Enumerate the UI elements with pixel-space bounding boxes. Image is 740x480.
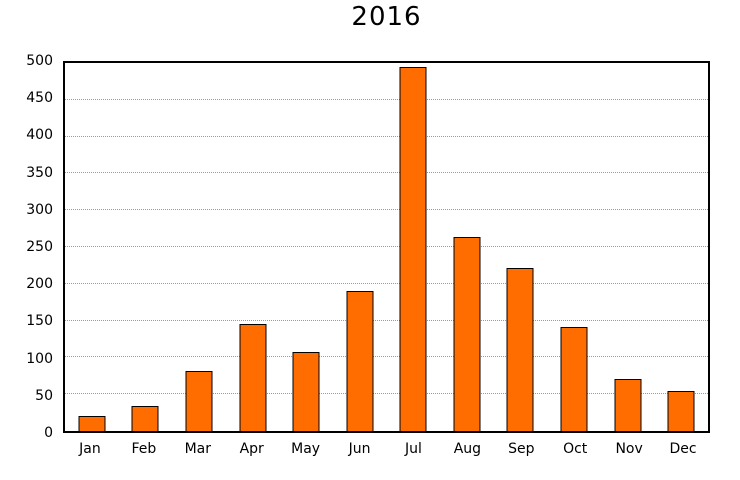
y-tick-label-350: 350 bbox=[26, 164, 53, 181]
y-tick-label-250: 250 bbox=[26, 239, 53, 255]
bar-jul bbox=[399, 66, 427, 431]
x-tick-label-aug: Aug bbox=[453, 441, 482, 457]
x-tick-label-apr: Apr bbox=[239, 441, 264, 457]
x-tick-label-may: May bbox=[291, 441, 321, 457]
bar-feb bbox=[131, 405, 159, 431]
plot-area bbox=[63, 61, 710, 433]
x-tick-label-dec: Dec bbox=[669, 441, 697, 457]
x-tick-label-feb: Feb bbox=[131, 441, 157, 457]
gridline-200 bbox=[65, 282, 708, 284]
gridline-100 bbox=[65, 356, 708, 358]
bar-dec bbox=[667, 391, 695, 431]
gridline-300 bbox=[65, 209, 708, 211]
bar-mar bbox=[185, 370, 213, 431]
bar-jan bbox=[78, 415, 106, 431]
y-tick-label-100: 100 bbox=[26, 350, 53, 367]
bar-sep bbox=[506, 268, 534, 431]
x-tick-label-nov: Nov bbox=[615, 441, 643, 457]
bar-apr bbox=[239, 323, 267, 431]
gridline-450 bbox=[65, 98, 708, 100]
bar-may bbox=[292, 352, 320, 431]
bar-oct bbox=[560, 326, 588, 431]
bar-nov bbox=[614, 378, 642, 431]
bar-jun bbox=[346, 291, 374, 431]
y-tick-label-400: 400 bbox=[26, 127, 53, 144]
bar-aug bbox=[453, 236, 481, 431]
gridline-250 bbox=[65, 246, 708, 247]
x-tick-label-mar: Mar bbox=[184, 441, 211, 457]
x-tick-label-sep: Sep bbox=[508, 441, 535, 457]
gridline-150 bbox=[65, 319, 708, 321]
y-tick-label-0: 0 bbox=[44, 425, 53, 441]
chart-title: 2016 bbox=[351, 2, 422, 32]
gridline-350 bbox=[65, 172, 708, 174]
y-tick-label-200: 200 bbox=[26, 276, 53, 293]
x-axis-tick-labels: Jan Feb Mar Apr May Jun Jul Aug Sep Oct Nov Dec bbox=[63, 441, 710, 461]
y-tick-label-50: 50 bbox=[35, 387, 53, 404]
y-tick-label-300: 300 bbox=[26, 201, 53, 218]
gridline-400 bbox=[65, 135, 708, 137]
y-tick-label-500: 500 bbox=[26, 53, 53, 69]
y-tick-label-150: 150 bbox=[26, 313, 53, 330]
x-tick-label-jul: Jul bbox=[405, 441, 422, 457]
x-tick-label-jan: Jan bbox=[79, 441, 101, 457]
x-tick-label-jun: Jun bbox=[348, 441, 371, 457]
y-axis-tick-labels: 0 50 100 150 200 250 300 350 400 450 500 bbox=[0, 53, 53, 441]
y-tick-label-450: 450 bbox=[26, 90, 53, 107]
x-tick-label-oct: Oct bbox=[563, 441, 588, 457]
gridline-50 bbox=[65, 393, 708, 395]
